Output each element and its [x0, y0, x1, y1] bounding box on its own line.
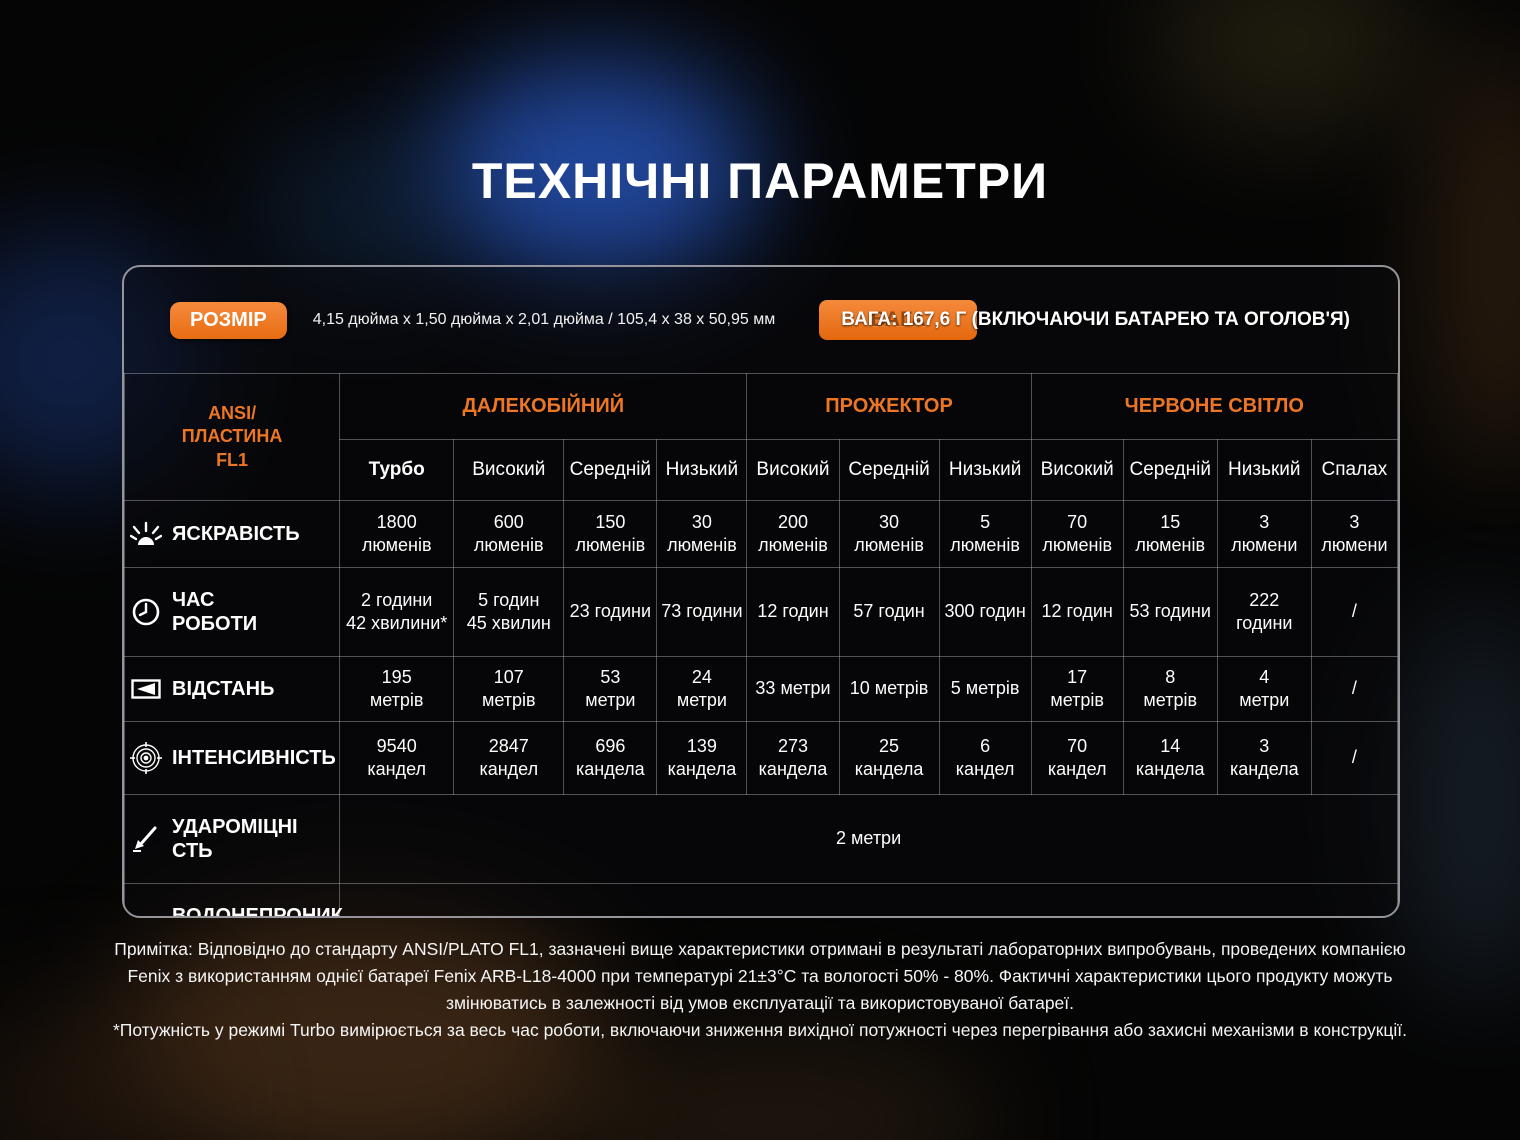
spec-cell: 200 люменів [746, 500, 840, 568]
spec-panel: РОЗМІР 4,15 дюйма x 1,50 дюйма x 2,01 дю… [122, 265, 1400, 918]
weight-block: ВАГА ВАГА: 167,6 Г (ВКЛЮЧАЮЧИ БАТАРЕЮ ТА… [819, 297, 1350, 343]
mode-turbo: Турбо [339, 439, 455, 501]
spec-cell: 222 години [1216, 567, 1312, 657]
spec-cell: 12 годин [1030, 567, 1124, 657]
background-blob [1430, 40, 1520, 480]
spec-cell: 1800 люменів [339, 500, 455, 568]
size-weight-row: РОЗМІР 4,15 дюйма x 1,50 дюйма x 2,01 дю… [124, 267, 1398, 373]
weight-badge: ВАГА [819, 300, 978, 340]
mode-med: Середній [563, 439, 658, 501]
mode-low: Низький [1216, 439, 1312, 501]
size-badge: РОЗМІР [170, 301, 287, 339]
spec-cell: 15 люменів [1122, 500, 1218, 568]
spec-cell: 300 годин [938, 567, 1032, 657]
spec-cell: 24 метри [656, 656, 748, 722]
size-value: 4,15 дюйма x 1,50 дюйма x 2,01 дюйма / 1… [312, 311, 776, 328]
spec-cell: / [1310, 721, 1398, 795]
background-blob [430, 60, 760, 280]
spec-cell: / [1310, 567, 1398, 657]
spec-cell: 30 люменів [838, 500, 940, 568]
spec-cell: 696 кандела [563, 721, 658, 795]
spec-cell: 139 кандела [656, 721, 748, 795]
spec-table: ANSI/ ПЛАСТИНА FL1 ДАЛЕКОБІЙНИЙ ПРОЖЕКТО… [124, 373, 1398, 918]
spec-cell: 10 метрів [838, 656, 940, 722]
spec-cell: 2 години 42 хвилини* [339, 567, 455, 657]
row-label: УДАРОМІЦНІ СТЬ [172, 816, 298, 862]
spec-cell: 150 люменів [563, 500, 658, 568]
mode-high: Високий [453, 439, 565, 501]
mode-high: Високий [746, 439, 840, 501]
mode-med: Середній [1122, 439, 1218, 501]
background-blob [250, 120, 470, 300]
brightness-icon [128, 521, 164, 547]
spec-cell: 2847 кандел [453, 721, 565, 795]
spec-cell: 4 метри [1216, 656, 1312, 722]
spec-cell: 273 кандела [746, 721, 840, 795]
ansi-fl1-header: ANSI/ ПЛАСТИНА FL1 [124, 373, 341, 501]
spec-cell: / [1310, 656, 1398, 722]
runtime-icon [128, 597, 164, 627]
spec-cell: 14 кандела [1122, 721, 1218, 795]
spec-cell: 600 люменів [453, 500, 565, 568]
spec-cell: 195 метрів [339, 656, 455, 722]
spec-cell: 73 години [656, 567, 748, 657]
row-runtime: ЧАС РОБОТИ 2 години 42 хвилини* 5 годин … [124, 567, 1398, 657]
row-distance: ВІДСТАНЬ 195 метрів 107 метрів 53 метри … [124, 656, 1398, 722]
spec-cell: 12 годин [746, 567, 840, 657]
group-spot: ДАЛЕКОБІЙНИЙ [339, 373, 748, 440]
mode-low: Низький [656, 439, 748, 501]
spec-cell: 5 годин 45 хвилин [453, 567, 565, 657]
spec-cell: 57 годин [838, 567, 940, 657]
spec-cell: 23 години [563, 567, 658, 657]
mode-strobe: Спалах [1310, 439, 1398, 501]
row-label: ІНТЕНСИВНІСТЬ [172, 747, 336, 769]
group-red-light: ЧЕРВОНЕ СВІТЛО [1030, 373, 1398, 440]
spec-cell: 53 години [1122, 567, 1218, 657]
row-label: ЧАС РОБОТИ [172, 589, 258, 635]
spec-cell: 30 люменів [656, 500, 748, 568]
spec-cell: 3 люмени [1216, 500, 1312, 568]
row-label: ЯСКРАВІСТЬ [172, 523, 300, 545]
spec-cell: 33 метри [746, 656, 840, 722]
row-impact-resistance: УДАРОМІЦНІ СТЬ 2 метри [124, 794, 1398, 884]
intensity-icon [128, 742, 164, 774]
spec-cell: 5 метрів [938, 656, 1032, 722]
footnote: Примітка: Відповідно до стандарту ANSI/P… [105, 936, 1415, 1045]
spec-cell: 3 кандела [1216, 721, 1312, 795]
spec-cell: 107 метрів [453, 656, 565, 722]
row-label: ВОДОНЕПРОНИК НІСТЬ [172, 905, 343, 918]
mode-low: Низький [938, 439, 1032, 501]
footnote-ansi: Примітка: Відповідно до стандарту ANSI/P… [114, 939, 1406, 1014]
row-brightness: ЯСКРАВІСТЬ 1800 люменів 600 люменів 150 … [124, 500, 1398, 568]
page-title: ТЕХНІЧНІ ПАРАМЕТРИ [471, 153, 1049, 209]
distance-icon [128, 677, 164, 701]
spec-cell: 17 метрів [1030, 656, 1124, 722]
spec-cell: 70 кандел [1030, 721, 1124, 795]
waterproof-value: IP68 [339, 883, 1398, 916]
footnote-turbo: *Потужність у режимі Turbo вимірюється з… [112, 1020, 1408, 1041]
spec-cell: 53 метри [563, 656, 658, 722]
spec-cell: 5 люменів [938, 500, 1032, 568]
spec-cell: 3 люмени [1310, 500, 1398, 568]
impact-icon [128, 825, 164, 853]
spec-cell: 25 кандела [838, 721, 940, 795]
spec-cell: 70 люменів [1030, 500, 1124, 568]
row-label: ВІДСТАНЬ [172, 678, 275, 700]
spec-cell: 9540 кандел [339, 721, 455, 795]
group-flood: ПРОЖЕКТОР [746, 373, 1032, 440]
impact-value: 2 метри [339, 794, 1398, 884]
weight-value: ВАГА: 167,6 Г (ВКЛЮЧАЮЧИ БАТАРЕЮ ТА ОГОЛ… [841, 309, 1350, 330]
mode-high: Високий [1030, 439, 1124, 501]
mode-med: Середній [838, 439, 940, 501]
row-intensity: ІНТЕНСИВНІСТЬ 9540 кандел 2847 кандел 69… [124, 721, 1398, 795]
row-waterproof: ВОДОНЕПРОНИК НІСТЬ IP68 [124, 883, 1398, 918]
spec-cell: 6 кандел [938, 721, 1032, 795]
spec-cell: 8 метрів [1122, 656, 1218, 722]
background-blob [1150, 0, 1430, 140]
